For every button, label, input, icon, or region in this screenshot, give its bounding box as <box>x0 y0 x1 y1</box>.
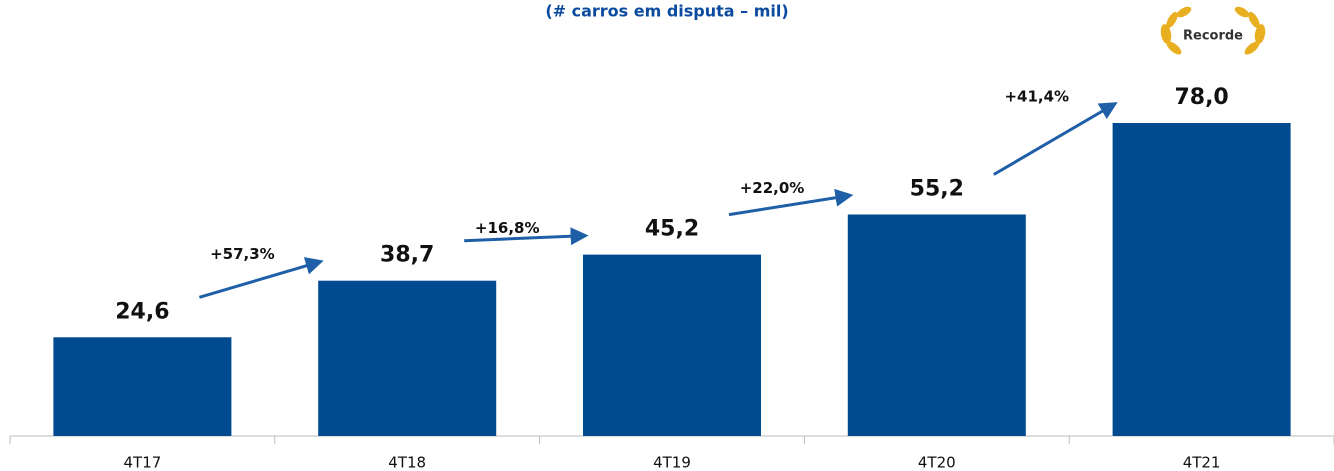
growth-label: +57,3% <box>210 245 275 263</box>
growth-arrow <box>198 257 324 299</box>
growth-arrow <box>728 188 854 217</box>
value-label: 55,2 <box>910 176 964 201</box>
growth-label: +16,8% <box>475 219 540 237</box>
growth-label: +41,4% <box>1004 88 1069 106</box>
x-tick-label: 4T21 <box>1183 454 1221 471</box>
value-label: 24,6 <box>115 299 169 324</box>
badge: Recorde <box>1160 6 1266 55</box>
bar <box>1112 123 1291 436</box>
growth-arrow <box>464 227 589 246</box>
value-label: 45,2 <box>645 217 699 242</box>
bar <box>318 280 497 436</box>
chart-title: (# carros em disputa – mil) <box>545 2 788 21</box>
growth-arrow <box>993 102 1118 176</box>
value-label: 38,7 <box>380 243 434 268</box>
bar <box>583 254 761 436</box>
x-tick-label: 4T19 <box>653 454 691 471</box>
growth-label: +22,0% <box>740 179 805 197</box>
bar <box>847 214 1026 436</box>
x-tick-label: 4T18 <box>388 454 426 471</box>
badge-text: Recorde <box>1183 29 1243 44</box>
bar <box>53 337 232 436</box>
value-label: 78,0 <box>1174 85 1228 110</box>
x-tick-label: 4T20 <box>918 454 956 471</box>
x-tick-label: 4T17 <box>124 454 162 471</box>
